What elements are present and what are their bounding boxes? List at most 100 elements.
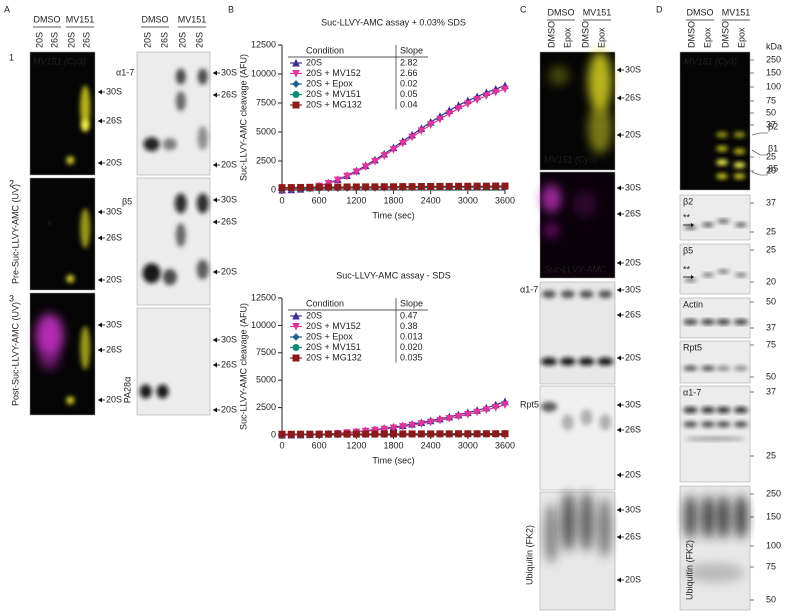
size-label: 250 [766, 54, 781, 64]
legend-marker [292, 58, 300, 67]
data-point [352, 183, 360, 191]
legend-label: 20S + MV152 [306, 68, 361, 78]
lane-label: 20S [34, 32, 44, 48]
size-label: 75 [766, 339, 776, 349]
group-label: DMSO [142, 14, 169, 24]
lane-label: 26S [159, 32, 169, 48]
gel-band [733, 421, 748, 428]
gel-band [543, 222, 560, 239]
legend-marker [292, 101, 300, 109]
y-tick-label: 7500 [256, 347, 276, 357]
gel-band [162, 138, 177, 151]
data-point [464, 182, 472, 190]
lane-label: 20S [177, 32, 187, 48]
data-point [297, 430, 305, 438]
gel-band [702, 222, 714, 227]
legend-label: 20S [306, 57, 322, 67]
data-point [389, 424, 398, 433]
marker-label: 30S [221, 194, 237, 204]
gel-band [541, 184, 562, 213]
size-label: 25 [766, 244, 776, 254]
legend-label: 20S + Epox [306, 331, 353, 341]
data-point [417, 430, 425, 438]
gel-band [196, 259, 209, 280]
side-label: Post-Suc-LLVY-AMC (UV) [10, 302, 20, 406]
data-point [417, 420, 426, 428]
group-label: MV151 [66, 14, 95, 24]
gel [679, 297, 751, 339]
data-point [455, 430, 463, 438]
data-point [445, 182, 453, 190]
marker-label: 26S [625, 208, 641, 218]
data-point [492, 430, 500, 438]
marker-arrow-head [213, 70, 217, 76]
gel [679, 194, 751, 241]
data-point [454, 105, 463, 113]
side-label: Pre-Suc-LLVY-AMC (UV) [10, 184, 20, 284]
slope-value: 0.02 [400, 78, 418, 88]
legend-label: 20S [306, 310, 322, 320]
data-point [436, 416, 444, 425]
legend-title: Condition [306, 45, 344, 55]
size-label: 100 [766, 540, 781, 550]
data-point [482, 430, 490, 438]
lane-label: Epox [562, 27, 572, 48]
data-point [371, 183, 379, 191]
gel-band [716, 173, 728, 180]
size-label: 250 [766, 488, 781, 498]
marker-label: 30S [625, 64, 641, 74]
marker-arrow-head [213, 337, 217, 343]
gel-band [579, 491, 594, 552]
size-label: 50 [766, 594, 776, 604]
gel-band [683, 421, 698, 428]
lane-label: Epox [702, 27, 712, 48]
lane-label: 20S [142, 32, 152, 48]
data-point [343, 430, 351, 438]
data-point [306, 183, 314, 191]
data-point [454, 412, 463, 421]
marker-arrow-head [98, 235, 102, 241]
panel-letter: D [656, 4, 663, 14]
annotation-arrow-head [691, 275, 694, 279]
y-tick-label: 10000 [251, 320, 276, 330]
size-label: 37 [766, 119, 776, 129]
gel-number: 1 [9, 52, 14, 62]
panel-letter: B [228, 4, 234, 14]
y-tick-label: 5000 [256, 126, 276, 136]
marker-arrow-head [617, 472, 621, 478]
marker-arrow-head [617, 287, 621, 293]
marker-arrow-head [213, 197, 217, 203]
data-point [464, 430, 472, 438]
data-point [278, 430, 286, 438]
gel [136, 307, 211, 416]
data-point [408, 133, 416, 142]
data-point [362, 430, 370, 438]
data-point [352, 168, 361, 177]
data-point [491, 403, 500, 412]
data-point [399, 183, 407, 191]
marker-label: 20S [106, 274, 122, 284]
gel-band [716, 495, 731, 539]
data-point [287, 184, 295, 192]
annotation: ** [683, 264, 691, 274]
blot-label: α1-7 [116, 67, 134, 77]
gel-band [733, 173, 746, 180]
data-point [427, 183, 435, 191]
legend-marker [292, 323, 300, 331]
gel-band [548, 65, 569, 86]
marker-arrow-head [617, 132, 621, 138]
marker-arrow-head [98, 277, 102, 283]
marker-label: 30S [106, 86, 122, 96]
annotation-arrow-head [691, 223, 694, 227]
legend-marker [292, 333, 300, 341]
y-axis-label: Suc-LLVY-AMC cleavage (AFU) [238, 303, 248, 430]
blot-label: Ubiquitin (FK2) [524, 525, 534, 585]
gel-band [733, 407, 748, 413]
data-point [426, 418, 435, 427]
annotation: ** [683, 212, 691, 222]
lane-label: Epox [736, 27, 746, 48]
gel-band [143, 137, 160, 152]
y-tick-label: 7500 [256, 97, 276, 107]
marker-arrow-head [213, 219, 217, 225]
